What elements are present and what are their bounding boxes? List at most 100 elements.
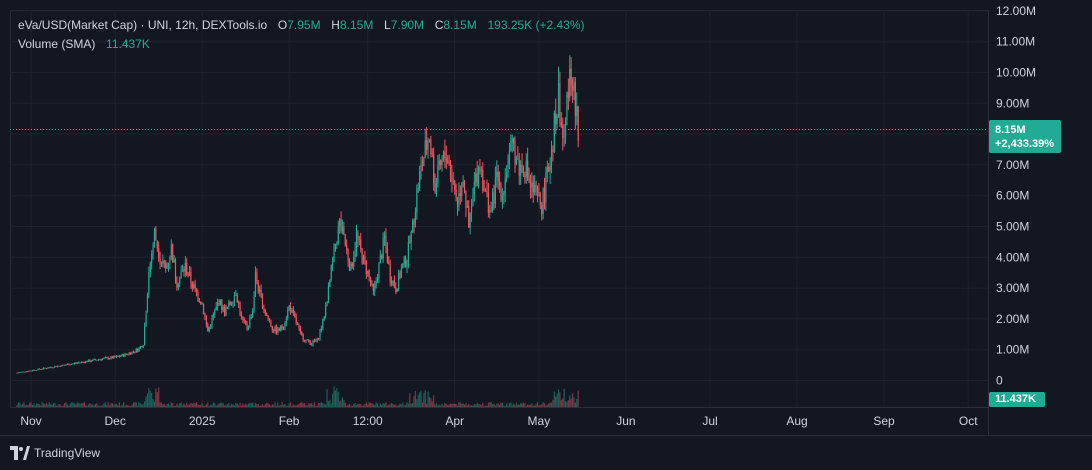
- volume-bar: [287, 405, 289, 407]
- candle-body: [38, 368, 41, 370]
- candle-body: [560, 122, 562, 126]
- candle-body: [448, 162, 450, 165]
- volume-bar: [282, 405, 285, 407]
- candle-body: [497, 171, 499, 181]
- volume-bar: [451, 403, 453, 407]
- volume-bar: [278, 405, 280, 407]
- candle-body: [409, 241, 411, 243]
- volume-bar: [552, 399, 554, 407]
- volume-bar: [462, 403, 464, 407]
- volume-bar: [529, 404, 532, 407]
- volume-bar: [354, 402, 356, 407]
- candle-body: [261, 297, 264, 309]
- volume-bar: [100, 405, 102, 407]
- volume-bar: [78, 402, 80, 407]
- volume-bar: [28, 402, 31, 407]
- volume-bar: [135, 402, 137, 407]
- volume-bar: [19, 402, 21, 407]
- x-tick-label: Nov: [20, 414, 41, 428]
- volume-bar: [96, 403, 98, 407]
- candle-body: [344, 234, 346, 246]
- tradingview-attribution[interactable]: TradingView: [10, 444, 100, 462]
- candle-body: [225, 307, 227, 317]
- volume-bar: [303, 402, 306, 407]
- candle-body: [521, 164, 523, 167]
- candle-body: [149, 263, 151, 273]
- volume-bar: [231, 403, 233, 407]
- candle-body: [500, 184, 502, 201]
- candle-body: [440, 160, 442, 166]
- candle-body: [343, 226, 345, 235]
- volume-bar: [256, 404, 258, 407]
- volume-bar: [188, 404, 191, 407]
- volume-bar: [144, 401, 146, 407]
- volume-bar: [21, 404, 24, 407]
- candle-body: [268, 318, 271, 322]
- candle-body: [567, 92, 569, 98]
- x-tick-label: Feb: [279, 414, 300, 428]
- volume-bar: [532, 405, 534, 407]
- candle-body: [263, 308, 265, 310]
- volume-bar: [156, 392, 158, 407]
- volume-bar: [388, 404, 390, 407]
- candle-body: [127, 354, 129, 356]
- candle-body: [159, 258, 161, 264]
- volume-indicator-label[interactable]: Volume (SMA): [18, 37, 96, 51]
- volume-bar: [294, 405, 296, 407]
- candle-body: [513, 137, 515, 144]
- symbol-name[interactable]: eVa/USD(Market Cap): [18, 18, 138, 32]
- volume-bar: [139, 403, 142, 407]
- candle-body: [106, 357, 108, 359]
- volume-bar: [117, 405, 119, 407]
- candle-body: [444, 152, 446, 159]
- candle-body: [374, 283, 376, 292]
- volume-bar: [503, 405, 505, 407]
- volume-bar: [487, 402, 489, 407]
- y-tick-label: 0: [996, 374, 1003, 388]
- volume-bar: [379, 403, 381, 407]
- candle-body: [33, 369, 35, 371]
- candle-body: [358, 238, 360, 240]
- candle-body: [191, 283, 193, 288]
- candle-body: [117, 356, 119, 357]
- candle-body: [216, 303, 219, 307]
- last-price-value: 8.15M: [995, 124, 1026, 136]
- volume-bar: [36, 403, 38, 407]
- volume-bar: [403, 405, 405, 407]
- candle-body: [302, 334, 304, 340]
- candle-body: [260, 289, 262, 298]
- candle-body: [351, 263, 353, 267]
- candle-body: [238, 302, 240, 304]
- candle-body: [517, 158, 519, 160]
- volume-bar: [172, 403, 174, 407]
- volume-bar: [201, 403, 203, 407]
- candle-body: [514, 143, 516, 165]
- candle-body: [259, 289, 261, 292]
- candle-body: [303, 339, 306, 342]
- volume-bar: [267, 403, 269, 407]
- volume-bar: [389, 404, 391, 407]
- candle-body: [504, 178, 506, 194]
- volume-bar: [26, 404, 28, 407]
- volume-bar: [132, 402, 135, 407]
- volume-bar: [118, 402, 120, 407]
- volume-bar: [465, 403, 467, 407]
- volume-bar: [475, 404, 477, 407]
- volume-bar: [54, 402, 56, 407]
- candle-body: [454, 181, 456, 190]
- volume-bar: [378, 405, 380, 407]
- candle-body: [229, 302, 231, 305]
- volume-bar: [543, 402, 546, 407]
- candle-body: [204, 313, 206, 319]
- volume-bar: [181, 405, 184, 407]
- volume-bar: [390, 402, 393, 407]
- candle-body: [236, 294, 238, 303]
- candle-body: [553, 113, 555, 152]
- candle-body: [475, 173, 477, 182]
- candle-body: [329, 279, 331, 287]
- volume-bar: [510, 402, 512, 407]
- candle-body: [416, 189, 418, 213]
- volume-bar: [322, 403, 324, 407]
- candle-body: [51, 367, 53, 369]
